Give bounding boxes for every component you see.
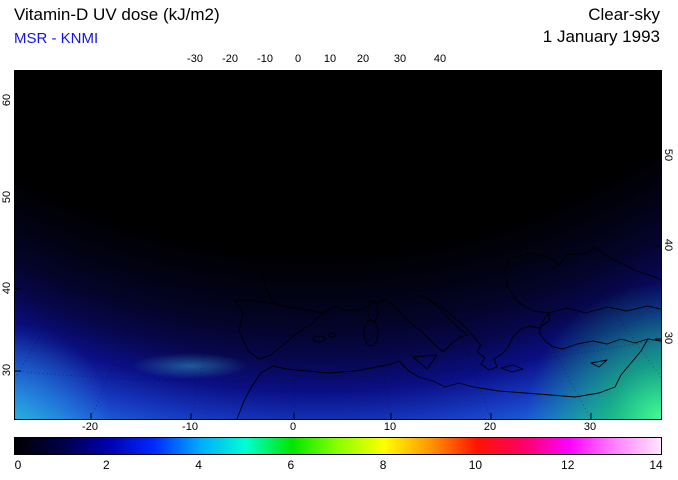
lat-left-tick-label: 30	[1, 363, 13, 377]
lat-right-tick-label: 40	[662, 238, 674, 252]
colorbar-tick-label: 0	[14, 458, 22, 472]
coastline-england-south	[248, 219, 319, 239]
colorbar-tick-label: 14	[649, 458, 663, 472]
coastline-turkey-west-south	[538, 312, 661, 350]
colorbar	[14, 437, 662, 455]
coastline-turkey-north	[548, 305, 661, 314]
graticule	[15, 71, 661, 419]
condition-label: Clear-sky	[588, 5, 660, 24]
coastline-channel	[252, 224, 357, 264]
lat-left-tick-label: 40	[1, 281, 13, 295]
uv-dose-map	[15, 71, 661, 419]
colorbar-tick-label: 6	[287, 458, 295, 472]
lon-top-tick-label: -30	[187, 53, 203, 65]
lon-bottom-tick-label: 0	[289, 421, 297, 433]
lat-left-tick-label: 50	[1, 190, 13, 204]
lon-top-tick-label: 20	[356, 53, 370, 65]
lon-bottom-tick-label: 10	[383, 421, 397, 433]
lat-left-tick-label: 60	[1, 93, 13, 107]
lon-bottom-tick-label: -20	[82, 421, 98, 433]
lon-top-tick-label: 0	[294, 53, 302, 65]
lat-right-tick-label: 50	[662, 148, 674, 162]
coastline-adriatic	[416, 294, 482, 353]
coastline-italy-west	[322, 299, 444, 353]
coastline-france-biscay	[252, 262, 284, 307]
coastlines	[234, 149, 661, 419]
colorbar-tick-label: 4	[195, 458, 202, 472]
axis-ticks	[15, 71, 661, 419]
lon-top-tick-label: 30	[393, 53, 407, 65]
coastline-levant-north-africa	[236, 338, 649, 419]
lon-bottom-tick-label: 20	[483, 421, 497, 433]
coastline-baltic	[426, 149, 486, 175]
map-panel	[14, 70, 662, 420]
coastline-black-sea-west	[504, 258, 550, 314]
island-cyprus	[590, 359, 608, 368]
island-menorca	[328, 332, 336, 338]
coastline-greece-aegean	[476, 312, 550, 371]
coastline-iberia	[234, 299, 324, 360]
lat-right-tick-label: 30	[662, 331, 674, 345]
coastline-denmark	[382, 177, 418, 190]
lon-top-tick-label: 10	[323, 53, 337, 65]
lon-top-tick-label: 40	[433, 53, 447, 65]
colorbar-tick-label: 2	[102, 458, 110, 472]
island-crete	[500, 364, 524, 373]
island-corsica	[367, 300, 379, 322]
source-label: MSR - KNMI	[14, 30, 99, 47]
coastline-black-sea-north	[508, 246, 661, 281]
date-label: 1 January 1993	[542, 27, 660, 46]
colorbar-tick-label: 10	[468, 458, 483, 472]
dose-bright-southwest	[15, 71, 661, 419]
colorbar-tick-label: 8	[379, 458, 387, 472]
lon-top-tick-label: -10	[257, 53, 273, 65]
lon-bottom-tick-label: 30	[583, 421, 597, 433]
chart-title: Vitamin-D UV dose (kJ/m2)	[14, 5, 220, 24]
lon-top-tick-label: -20	[222, 53, 238, 65]
island-mallorca	[312, 335, 326, 343]
lon-bottom-tick-label: -10	[182, 421, 198, 433]
island-sicily	[412, 354, 438, 370]
atlantic-cyan-streak	[132, 353, 248, 379]
colorbar-tick-label: 12	[561, 458, 575, 472]
